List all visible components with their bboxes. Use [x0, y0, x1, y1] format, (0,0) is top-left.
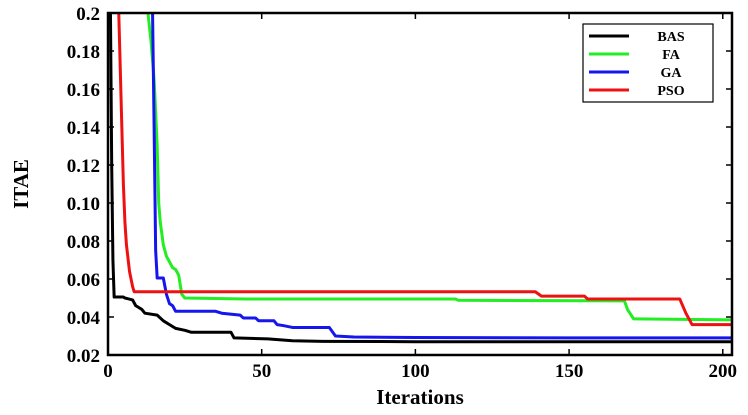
x-tick-label: 150	[555, 361, 584, 382]
series-line-pso	[117, 13, 732, 327]
series-line-ga	[151, 13, 732, 340]
y-tick-label: 0.04	[67, 308, 101, 329]
series-line-bas	[108, 13, 732, 344]
x-tick-label: 200	[709, 361, 738, 382]
y-tick-label: 0.12	[67, 156, 100, 177]
x-tick-label: 0	[103, 361, 113, 382]
series-line-fa	[146, 13, 732, 322]
y-tick-label: 0.18	[67, 42, 100, 63]
axis-ticks: 0 50 100 150 200 0.02 0.04 0.06 0.08 0.10 0.12 0.14…	[67, 4, 737, 382]
y-tick-label: 0.2	[76, 4, 100, 25]
y-tick-label: 0.10	[67, 194, 100, 215]
legend-label-bas: BAS	[657, 30, 684, 45]
legend-label-pso: PSO	[657, 84, 684, 99]
plot-frame	[106, 11, 734, 357]
legend: BAS FA GA PSO	[582, 23, 714, 103]
y-tick-label: 0.02	[67, 346, 100, 367]
x-tick-label: 50	[252, 361, 271, 382]
series-layer	[108, 13, 732, 344]
legend-label-fa: FA	[662, 48, 681, 63]
x-axis-label: Iterations	[376, 385, 464, 409]
x-tick-label: 100	[401, 361, 430, 382]
y-tick-label: 0.14	[67, 118, 101, 139]
y-tick-label: 0.08	[67, 232, 100, 253]
y-axis-label: ITAE	[9, 159, 33, 209]
y-tick-label: 0.16	[67, 80, 100, 101]
legend-label-ga: GA	[661, 66, 683, 81]
y-tick-label: 0.06	[67, 270, 100, 291]
